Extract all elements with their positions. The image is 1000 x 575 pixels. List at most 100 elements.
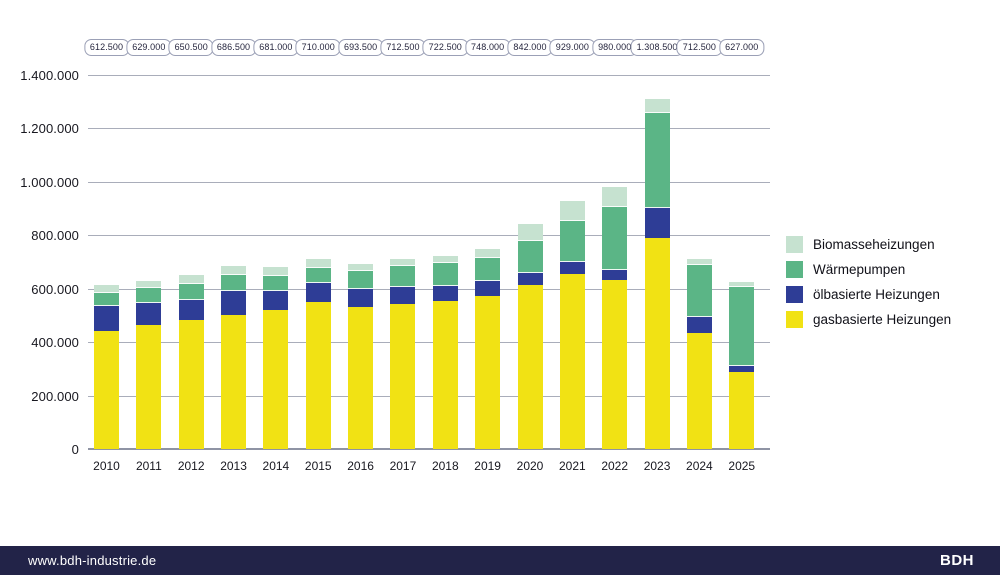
gridline [88, 448, 770, 450]
x-tick-label: 2018 [431, 459, 459, 473]
bar-segment-wärmepumpen [390, 266, 416, 287]
y-tick-label: 400.000 [31, 335, 79, 351]
bar-segment-ölbasierte [390, 287, 416, 304]
bar-2014 [263, 267, 289, 449]
bar-segment-wärmepumpen [348, 271, 374, 290]
total-label-2018: 722.500 [422, 39, 468, 56]
bar-segment-gasbasierte [686, 333, 712, 449]
bar-segment-wärmepumpen [475, 257, 501, 281]
bar-segment-wärmepumpen [517, 240, 543, 273]
total-label-2016: 693.500 [337, 39, 384, 56]
bar-segment-ölbasierte [136, 303, 162, 325]
y-tick-label: 800.000 [31, 228, 79, 244]
y-tick-label: 0 [71, 442, 79, 457]
bar-segment-gasbasierte [221, 315, 247, 449]
total-label-2014: 681.000 [253, 39, 299, 56]
x-tick-label: 2022 [601, 459, 629, 473]
legend-label: ölbasierte Heizungen [813, 287, 940, 302]
bar-segment-wärmepumpen [432, 263, 458, 286]
bar-2023 [644, 99, 670, 449]
x-tick-label: 2014 [262, 459, 290, 473]
bar-2025 [729, 281, 755, 449]
bar-segment-gasbasierte [263, 310, 289, 449]
total-label-2025: 627.000 [719, 39, 765, 56]
bar-segment-ölbasierte [475, 280, 501, 296]
bar-segment-biomasseheizungen [729, 281, 755, 287]
bar-segment-ölbasierte [686, 316, 712, 334]
y-tick-label: 1.000.000 [20, 174, 79, 190]
total-label-2017: 712.500 [380, 39, 426, 56]
bar-segment-ölbasierte [348, 289, 374, 308]
gridline [88, 181, 770, 183]
y-tick-label: 600.000 [31, 281, 79, 297]
bar-segment-gasbasierte [729, 372, 755, 449]
bar-segment-biomasseheizungen [305, 259, 331, 268]
bar-2011 [136, 280, 162, 449]
bar-segment-gasbasierte [348, 307, 374, 449]
bar-segment-ölbasierte [517, 272, 543, 286]
bar-2015 [305, 259, 331, 449]
bar-2018 [432, 256, 458, 449]
bar-2024 [686, 258, 712, 449]
total-label-2015: 710.000 [295, 39, 341, 56]
bar-segment-biomasseheizungen [390, 258, 416, 267]
y-tick-label: 1.400.000 [20, 68, 79, 83]
bar-segment-biomasseheizungen [559, 200, 585, 221]
gridline [88, 342, 770, 344]
bar-segment-biomasseheizungen [432, 256, 458, 264]
x-tick-label: 2021 [558, 459, 586, 473]
x-tick-label: 2017 [389, 459, 417, 473]
bar-segment-ölbasierte [644, 207, 670, 238]
bar-segment-gasbasierte [559, 273, 585, 449]
bar-segment-wärmepumpen [644, 112, 670, 208]
bar-segment-ölbasierte [729, 365, 755, 373]
footer-url: www.bdh-industrie.de [28, 553, 157, 568]
bar-segment-gasbasierte [305, 302, 331, 449]
bar-2022 [602, 187, 628, 449]
legend-swatch [786, 311, 803, 328]
legend-item: ölbasierte Heizungen [786, 286, 951, 303]
legend: Biomasseheizungen Wärmepumpen ölbasierte H… [786, 236, 951, 336]
gridline [88, 75, 770, 76]
bar-segment-biomasseheizungen [602, 187, 628, 207]
x-tick-label: 2020 [516, 459, 544, 473]
bar-segment-biomasseheizungen [136, 280, 162, 289]
bdh-logo: BDH [940, 552, 974, 569]
x-tick-label: 2010 [93, 459, 120, 473]
bar-segment-wärmepumpen [94, 292, 119, 307]
bar-segment-wärmepumpen [729, 286, 755, 366]
bar-2021 [559, 200, 585, 449]
bar-segment-biomasseheizungen [221, 265, 247, 276]
plot-area: 0 200.000 400.000 600.000 800.000 1.000.000 1.… [20, 68, 770, 473]
bar-segment-wärmepumpen [221, 275, 247, 292]
bar-segment-biomasseheizungen [178, 275, 204, 284]
bar-segment-ölbasierte [94, 306, 119, 332]
bar-segment-ölbasierte [305, 283, 331, 303]
x-tick-label: 2015 [304, 459, 332, 473]
bar-segment-wärmepumpen [136, 288, 162, 304]
total-label-2010: 612.500 [83, 39, 130, 56]
bar-segment-wärmepumpen [305, 267, 331, 283]
x-tick-label: 2024 [686, 459, 713, 473]
bar-2013 [221, 265, 247, 449]
bar-segment-ölbasierte [263, 291, 289, 311]
footer-bar: www.bdh-industrie.de BDH [0, 546, 1000, 575]
total-label-2023: 1.308.500 [630, 39, 684, 56]
bar-segment-ölbasierte [432, 285, 458, 301]
bar-segment-wärmepumpen [559, 220, 585, 262]
total-label-2019: 748.000 [465, 39, 511, 56]
bar-segment-gasbasierte [432, 300, 458, 449]
bar-segment-gasbasierte [517, 285, 543, 449]
legend-swatch [786, 286, 803, 303]
x-tick-label: 2016 [347, 459, 374, 473]
bar-segment-ölbasierte [221, 291, 247, 316]
bar-segment-biomasseheizungen [686, 258, 712, 266]
bar-segment-gasbasierte [94, 331, 119, 449]
bar-segment-gasbasierte [178, 319, 204, 449]
bar-segment-biomasseheizungen [644, 99, 670, 113]
bar-2012 [178, 275, 204, 449]
bar-segment-wärmepumpen [686, 265, 712, 317]
legend-swatch [786, 261, 803, 278]
bar-segment-biomasseheizungen [94, 285, 119, 293]
